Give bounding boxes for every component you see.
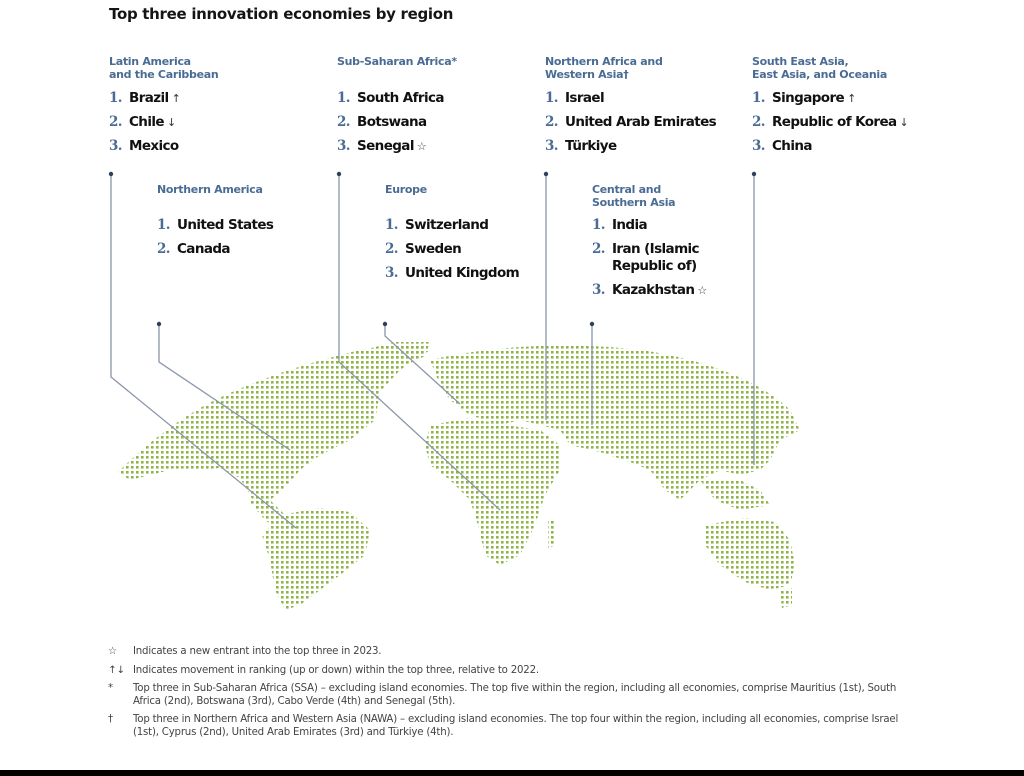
down-arrow-icon: ↓ [166, 116, 176, 129]
region-label: South East Asia, East Asia, and Oceania [752, 55, 887, 81]
rank-item: 3. Senegal ☆ [337, 138, 427, 154]
up-down-arrows-icon: ↑↓ [108, 664, 125, 676]
rank-item: 1. Israel [545, 90, 605, 106]
rank-item: 2. Botswana [337, 114, 427, 130]
continent-dots [118, 342, 800, 610]
region-sub-saharan-africa: Sub-Saharan Africa* 1. South Africa 2. Bot… [337, 55, 457, 162]
rank-item: 2. Canada [157, 241, 231, 257]
rank-item: 2. Iran (Islamic Republic of) [592, 241, 700, 274]
star-icon: ☆ [416, 140, 427, 153]
region-northern-africa-western-asia: Northern Africa and Western Asia† 1. Isra… [545, 55, 717, 162]
region-latin-america: Latin America and the Caribbean 1. Brazil… [109, 55, 219, 162]
footnotes: ☆ Indicates a new entrant into the top th… [108, 646, 918, 745]
rank-item: 3. China [752, 138, 812, 154]
rank-item: 1. Switzerland [385, 217, 489, 233]
rank-item: 2. United Arab Emirates [545, 114, 717, 130]
footnote-new-entrant: ☆ Indicates a new entrant into the top th… [108, 646, 382, 657]
rank-item: 2. Sweden [385, 241, 462, 257]
footnote-nawa: † Top three in Northern Africa and Wester… [108, 714, 899, 738]
footnote-movement: ↑↓ Indicates movement in ranking (up or d… [108, 664, 539, 676]
down-arrow-icon: ↓ [899, 116, 909, 129]
rank-item: 1. Brazil ↑ [109, 90, 181, 106]
rank-item: 3. Kazakhstan ☆ [592, 282, 707, 298]
rank-item: 2. Chile ↓ [109, 114, 176, 130]
page-title: Top three innovation economies by region [109, 5, 454, 23]
dagger-icon: † [108, 714, 113, 725]
rank-item: 1. South Africa [337, 90, 445, 106]
rank-item: 1. United States [157, 217, 274, 233]
rank-item: 3. Mexico [109, 138, 179, 154]
footnote-ssa: * Top three in Sub-Saharan Africa (SSA) –… [108, 683, 897, 707]
up-arrow-icon: ↑ [847, 92, 856, 105]
region-central-southern-asia: Central and Southern Asia 1. India 2. Iran… [592, 183, 707, 306]
region-label: Northern Africa and Western Asia† [545, 55, 663, 81]
region-northern-america: Northern America 1. United States 2. Canad… [157, 183, 274, 265]
region-label: Central and Southern Asia [592, 183, 676, 209]
rank-item: 3. Türkiye [545, 138, 617, 154]
pin-dots [108, 171, 757, 327]
bottom-border [0, 770, 1024, 776]
rank-item: 1. Singapore ↑ [752, 90, 856, 106]
star-icon: ☆ [108, 646, 117, 657]
region-label: Sub-Saharan Africa* [337, 55, 457, 68]
region-east-asia-oceania: South East Asia, East Asia, and Oceania … [752, 55, 909, 162]
star-icon: ☆ [697, 284, 707, 297]
up-arrow-icon: ↑ [171, 92, 181, 105]
rank-item: 3. United Kingdom [385, 265, 520, 281]
region-label: Northern America [157, 183, 263, 196]
rank-item: 1. India [592, 217, 648, 233]
rank-item: 2. Republic of Korea ↓ [752, 114, 909, 130]
region-europe: Europe 1. Switzerland 2. Sweden 3. United K… [385, 183, 520, 289]
region-label: Europe [385, 183, 427, 196]
asterisk-icon: * [108, 683, 113, 694]
leader-lines [110, 173, 755, 529]
region-label: Latin America and the Caribbean [109, 55, 219, 81]
